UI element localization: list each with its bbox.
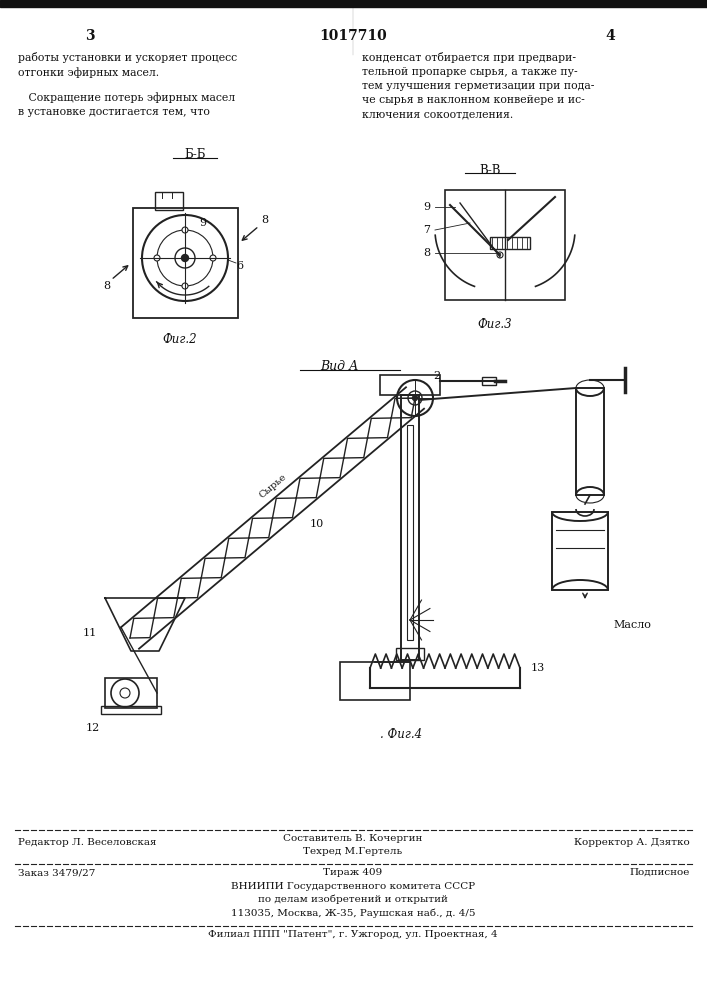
Circle shape [182,283,188,289]
Text: 3: 3 [85,29,95,43]
Bar [105,678,157,708]
Text: Корректор А. Дзятко: Корректор А. Дзятко [574,838,690,847]
Circle shape [154,255,160,261]
Text: работы установки и ускоряет процесс
отгонки эфирных масел.: работы установки и ускоряет процесс отго… [18,52,237,78]
Circle shape [412,395,418,400]
Text: Вид А: Вид А [320,360,358,373]
Bar [445,190,565,300]
Bar [407,425,413,640]
Bar [401,395,419,660]
Text: . Фиг.4: . Фиг.4 [380,728,422,741]
Text: Сокращение потерь эфирных масел
в установке достигается тем, что: Сокращение потерь эфирных масел в устано… [18,92,235,117]
Text: 10: 10 [310,519,324,529]
Text: конденсат отбирается при предвари-
тельной пропарке сырья, а также пу-
тем улучш: конденсат отбирается при предвари- тельн… [362,52,595,119]
Text: Редактор Л. Веселовская: Редактор Л. Веселовская [18,838,156,847]
Text: Фиг.2: Фиг.2 [163,333,197,346]
Circle shape [497,252,503,258]
Text: Филиал ППП "Патент", г. Ужгород, ул. Проектная, 4: Филиал ППП "Патент", г. Ужгород, ул. Про… [208,930,498,939]
Text: Заказ 3479/27: Заказ 3479/27 [18,868,95,877]
Bar [482,377,496,385]
Text: 2: 2 [433,371,440,381]
Text: 113035, Москва, Ж-35, Раушская наб., д. 4/5: 113035, Москва, Ж-35, Раушская наб., д. … [230,908,475,918]
Bar [552,512,608,590]
Text: 12: 12 [86,723,100,733]
Text: В-В: В-В [479,163,501,176]
Bar [133,208,238,318]
Text: Тираж 409: Тираж 409 [323,868,382,877]
Circle shape [210,255,216,261]
Bar [0,0,707,7]
Text: Фиг.3: Фиг.3 [478,318,513,331]
Bar [396,648,424,660]
Text: 4: 4 [605,29,615,43]
Text: Б-Б: Б-Б [185,148,206,161]
Text: по делам изобретений и открытий: по делам изобретений и открытий [258,895,448,904]
Bar [576,388,604,495]
Text: 8: 8 [262,215,269,225]
Text: Сырье: Сырье [258,472,288,500]
Bar [101,706,161,714]
Bar [380,375,440,395]
Text: 9: 9 [199,218,206,228]
Circle shape [182,227,188,233]
Text: 8: 8 [103,281,110,291]
Text: 11: 11 [83,628,97,638]
Text: Техред М.Гертель: Техред М.Гертель [303,847,402,856]
Circle shape [182,254,189,261]
Bar [155,192,183,210]
Text: Составитель В. Кочергин: Составитель В. Кочергин [284,834,423,843]
Text: 13: 13 [531,663,545,673]
Text: 6: 6 [236,261,244,271]
Bar [490,237,530,249]
Text: Масло: Масло [613,620,651,630]
Bar [340,662,410,700]
Text: 9: 9 [423,202,431,212]
Text: 1017710: 1017710 [319,29,387,43]
Text: 7: 7 [423,225,431,235]
Text: 8: 8 [423,248,431,258]
Text: Подписное: Подписное [630,868,690,877]
Text: ВНИИПИ Государственного комитета СССР: ВНИИПИ Государственного комитета СССР [231,882,475,891]
